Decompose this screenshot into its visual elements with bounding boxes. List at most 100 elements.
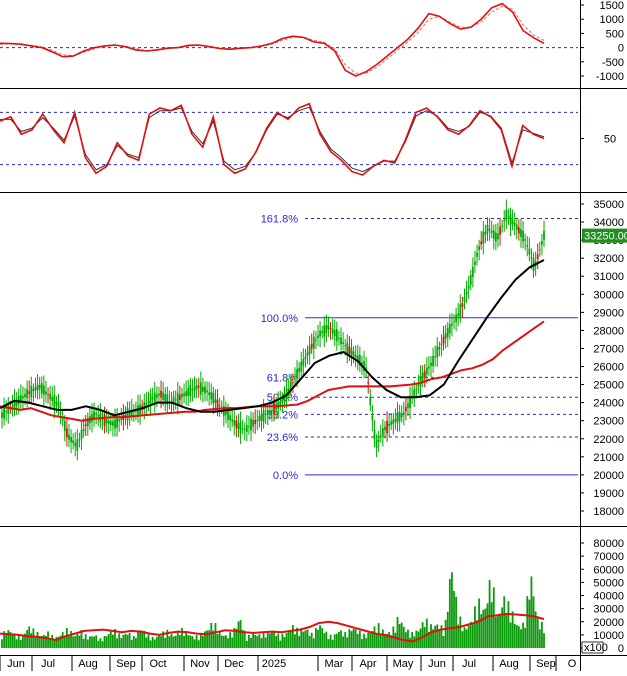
oscillator-ytick-label: 50 [604, 134, 616, 146]
last-price-label: 33250.00 [584, 231, 627, 243]
candle-body [469, 275, 472, 285]
candle-body [151, 397, 154, 400]
volume-bar [206, 630, 208, 648]
candle-body [245, 425, 248, 433]
candle-body [279, 401, 282, 405]
candle-body [105, 419, 108, 424]
volume-ytick-label: 80000 [593, 538, 624, 550]
candle-body [484, 231, 487, 235]
candle-body [480, 241, 483, 245]
volume-bar [55, 636, 58, 648]
candle-body [541, 241, 543, 245]
volume-ytick-label: 20000 [593, 617, 624, 629]
volume-bar [400, 622, 403, 648]
volume-bar [47, 631, 49, 648]
volume-bar [57, 636, 60, 648]
macd-panel: 1500 1000 500 0 -500 -1000 [0, 0, 624, 83]
candle-body [178, 394, 181, 400]
candle-body [371, 415, 374, 421]
volume-bar [130, 639, 133, 648]
candle-body [327, 325, 330, 330]
volume-bar [266, 630, 269, 648]
candle-body [132, 411, 135, 413]
volume-bar [356, 633, 359, 648]
candle-body [34, 387, 37, 390]
candle-body [321, 331, 324, 333]
candle-body [266, 410, 269, 416]
candle-body [229, 415, 232, 421]
volume-bar [95, 635, 98, 648]
volume-bar [363, 633, 365, 648]
oscillator-panel: 50 [0, 102, 616, 176]
candle-body [225, 411, 227, 415]
oscillator-signal-line [0, 106, 545, 173]
volume-bar [312, 638, 315, 648]
volume-bar [461, 631, 464, 648]
candle-body [93, 411, 95, 420]
volume-bar [323, 633, 326, 648]
volume-bar [428, 631, 430, 648]
volume-bar [86, 639, 89, 648]
candle-body [294, 378, 296, 380]
candle-body [453, 321, 455, 323]
x-tick-label: Jun [7, 658, 25, 670]
candle-body [61, 418, 64, 421]
volume-bar [304, 630, 307, 648]
candle-body [65, 428, 68, 438]
volume-bar [40, 636, 43, 648]
fib-level-label: 23.6% [267, 432, 298, 444]
macd-ytick-label: -500 [602, 57, 624, 69]
volume-bar [264, 637, 267, 648]
candle-body [116, 417, 118, 428]
candle-body [402, 412, 405, 415]
volume-bar [340, 630, 342, 648]
volume-bar [532, 596, 535, 648]
candle-body [415, 389, 418, 391]
volume-bar [425, 618, 428, 648]
volume-bar [107, 633, 110, 648]
volume-bar [193, 639, 196, 648]
volume-bar [36, 631, 39, 648]
volume-bar [344, 631, 347, 648]
candle-body [388, 423, 391, 427]
price-ytick-label: 34000 [593, 217, 624, 229]
macd-ytick-label: 1500 [600, 0, 624, 12]
volume-bar [335, 633, 338, 648]
candle-body [80, 429, 83, 440]
volume-bar [185, 630, 188, 648]
volume-bar [490, 602, 493, 648]
volume-bar [457, 624, 460, 648]
candle-body [308, 346, 311, 355]
volume-bar [222, 635, 225, 648]
candle-body [300, 361, 303, 372]
candle-body [181, 393, 183, 398]
candle-body [24, 394, 26, 398]
volume-bar [160, 636, 162, 648]
candle-body [63, 420, 66, 432]
volume-bar [61, 632, 64, 648]
volume-bar [11, 634, 14, 648]
volume-bar [26, 629, 29, 648]
candle-body [474, 261, 476, 265]
volume-bar [448, 579, 451, 648]
volume-bar [139, 630, 142, 648]
candle-body [423, 371, 426, 378]
candle-body [314, 339, 317, 341]
volume-bar [411, 632, 414, 648]
volume-bar [195, 635, 198, 648]
candle-body [183, 393, 185, 397]
candle-body [260, 413, 263, 421]
volume-bar [70, 630, 72, 648]
candle-body [346, 342, 349, 354]
volume-bar [218, 632, 221, 648]
volume-bar [65, 627, 68, 648]
volume-bar [467, 625, 470, 648]
candle-body [509, 214, 512, 226]
volume-bar [84, 634, 87, 648]
candle-body [501, 225, 504, 227]
candle-body [342, 342, 345, 344]
candle-body [185, 391, 188, 396]
volume-bar [507, 601, 510, 648]
candle-body [365, 367, 368, 369]
price-ytick-label: 35000 [593, 199, 624, 211]
